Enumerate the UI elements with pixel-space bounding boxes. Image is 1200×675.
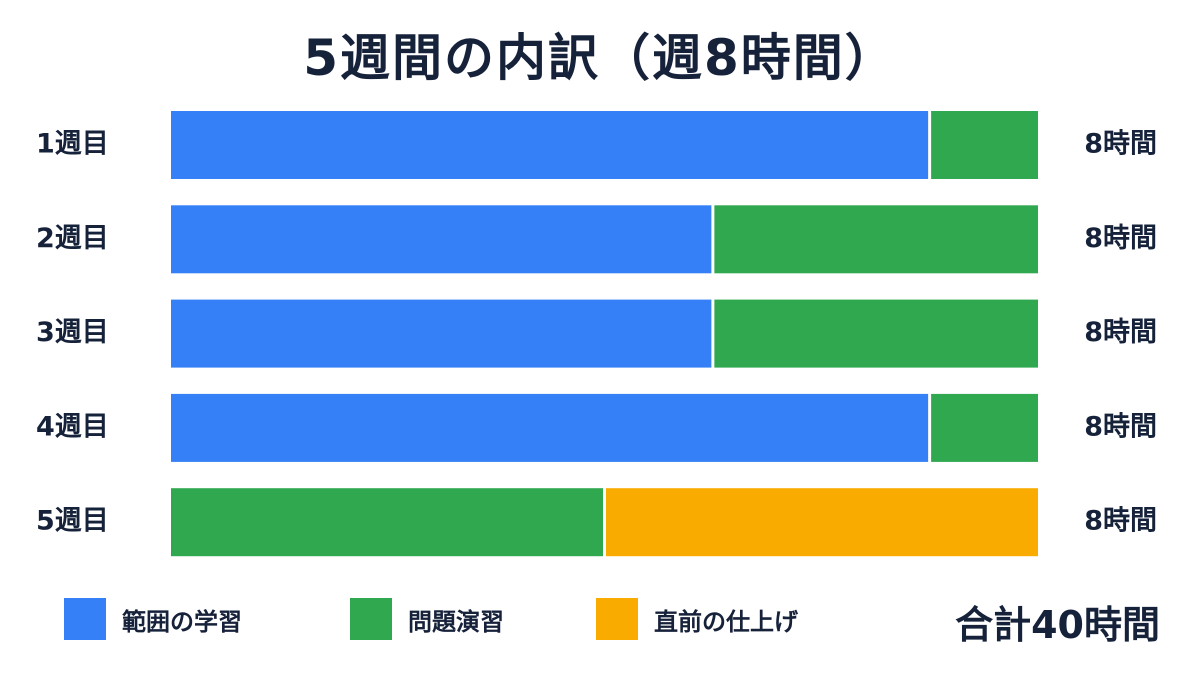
bar-segment-practice — [931, 111, 1038, 179]
category-label: 5週目 — [36, 506, 109, 537]
bar-segment-practice — [714, 205, 1038, 274]
category-label: 1週目 — [36, 129, 109, 160]
bar-segment-study — [171, 111, 929, 179]
bar-segment-finish — [606, 488, 1038, 557]
chart-title: 5週間の内訳（週8時間） — [303, 29, 897, 87]
total-label: 合計40時間 — [955, 603, 1160, 647]
bar-segment-study — [171, 205, 712, 274]
category-label: 2週目 — [36, 223, 109, 254]
row-total-label: 8時間 — [1084, 506, 1157, 537]
row-total-label: 8時間 — [1084, 317, 1157, 348]
bar-segment-practice — [714, 299, 1038, 368]
bar-segment-study — [171, 393, 929, 462]
row-total-label: 8時間 — [1084, 129, 1157, 160]
bar-segment-practice — [171, 488, 603, 557]
row-total-label: 8時間 — [1084, 411, 1157, 442]
row-total-label: 8時間 — [1084, 223, 1157, 254]
category-label: 4週目 — [36, 411, 109, 442]
category-label: 3週目 — [36, 317, 109, 348]
bar-segment-practice — [931, 393, 1038, 462]
bar-segment-study — [171, 299, 712, 368]
